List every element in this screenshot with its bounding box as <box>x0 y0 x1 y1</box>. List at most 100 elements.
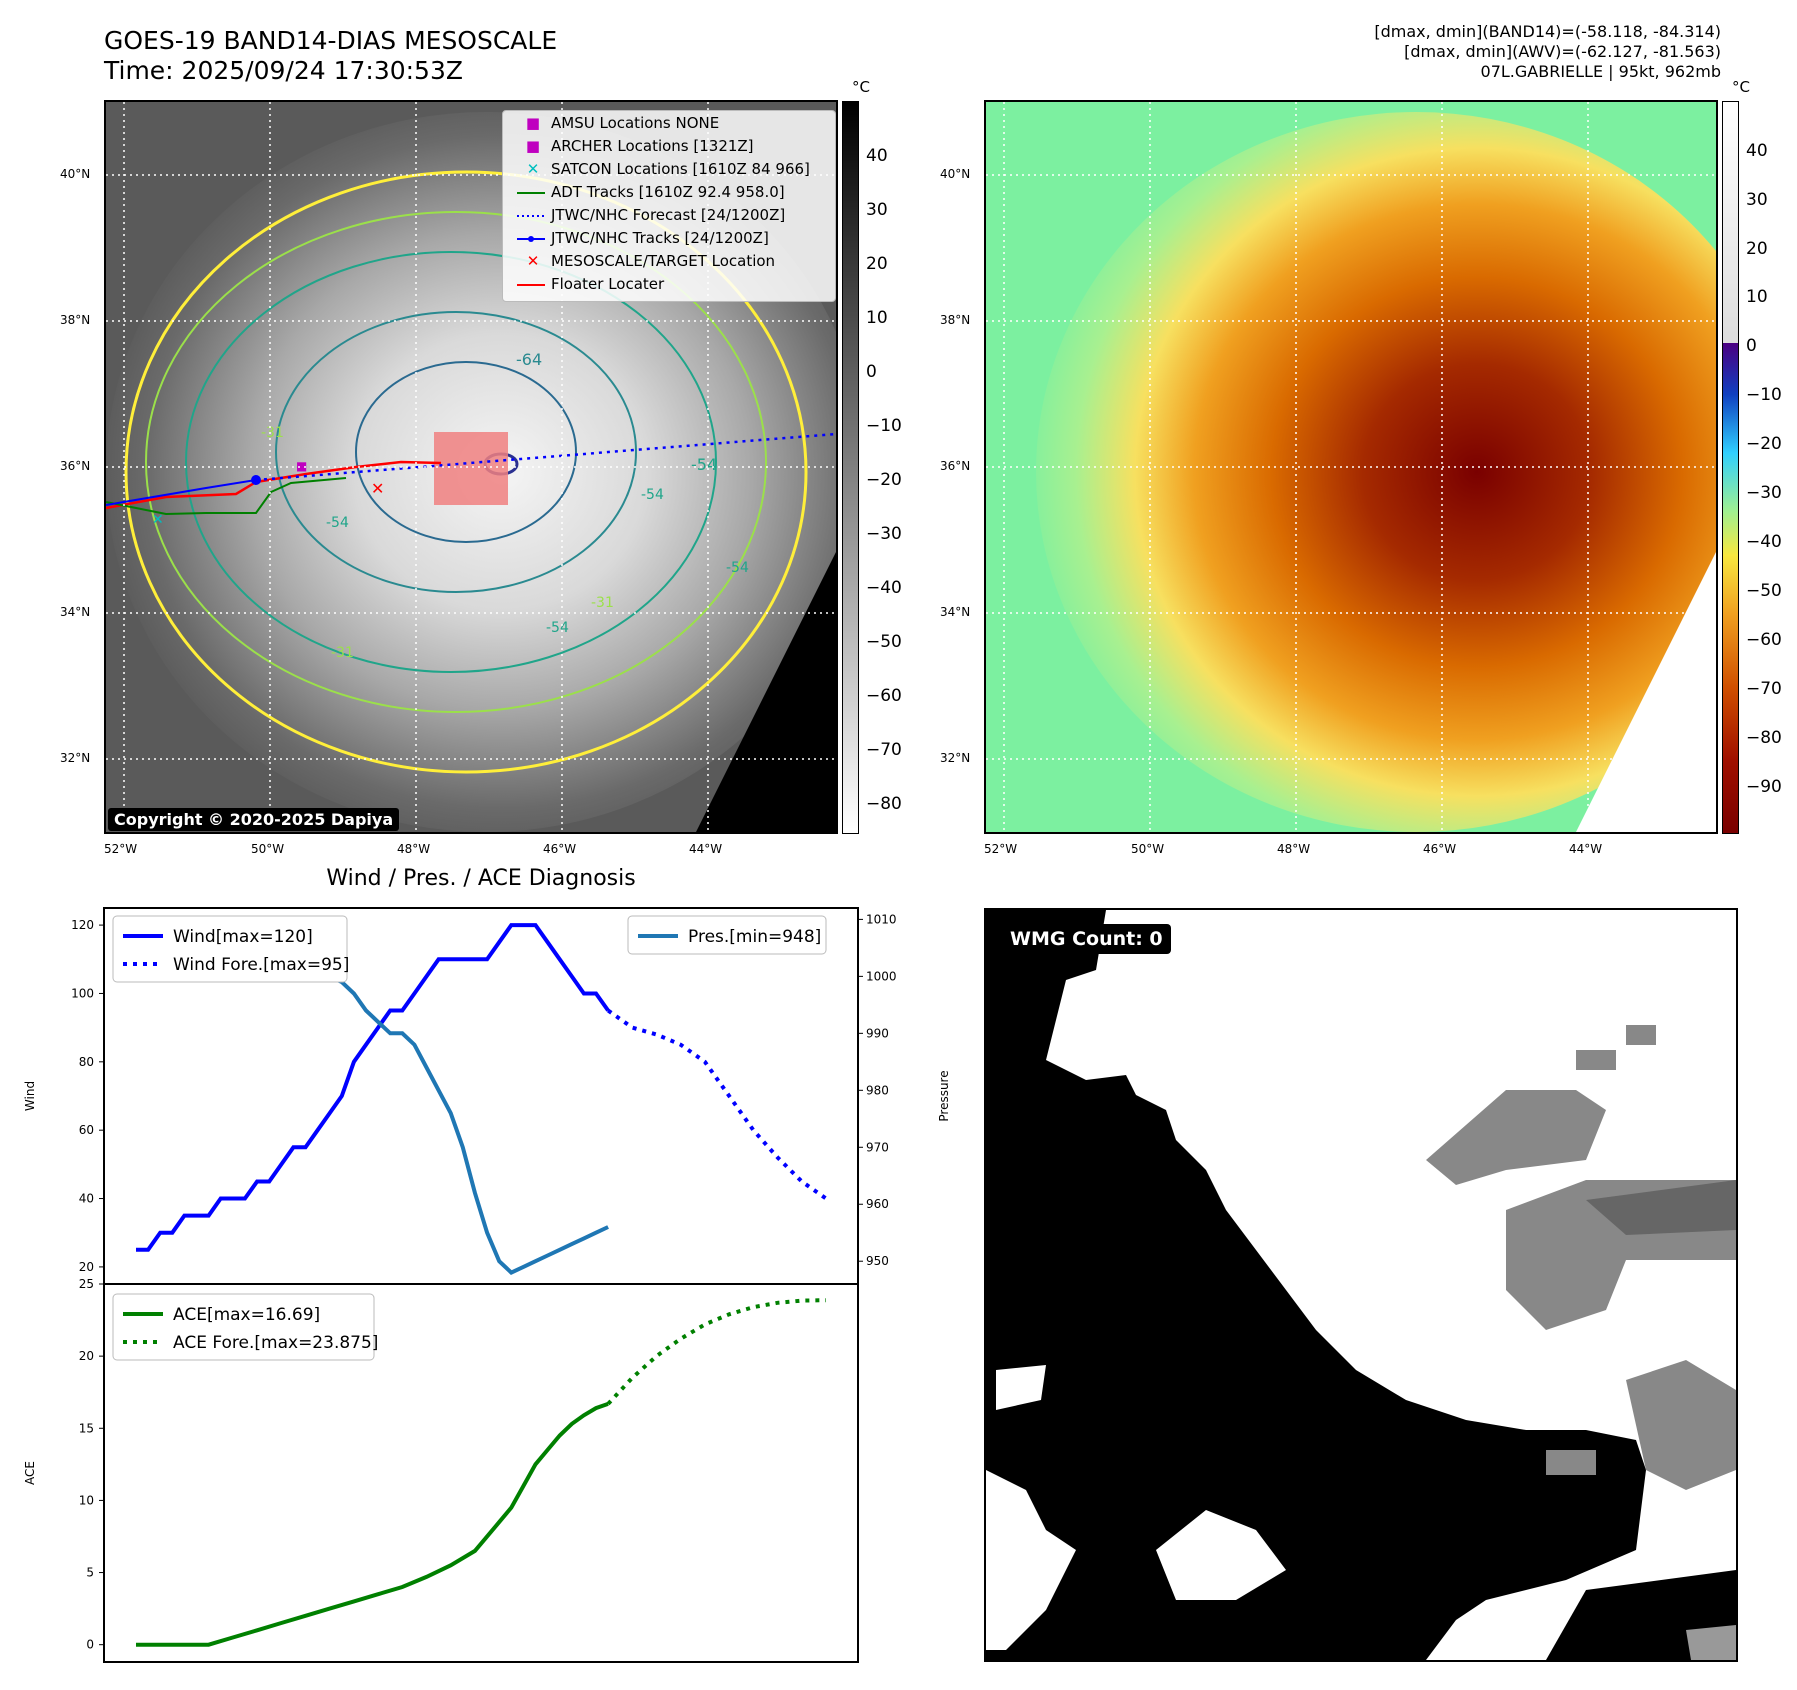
meta-band14: [dmax, dmin](BAND14)=(-58.118, -84.314) <box>1374 22 1721 41</box>
chart-legend <box>112 915 348 983</box>
lon-label: 50°W <box>1131 842 1165 856</box>
nhc-forecast-line <box>255 432 836 482</box>
contour-label: -31 <box>331 645 354 661</box>
legend-label: SATCON Locations [1610Z 84 966] <box>551 160 810 178</box>
y-tick-label: 20 <box>79 1349 94 1363</box>
legend-label: ACE Fore.[max=23.875] <box>173 1333 378 1353</box>
lat-label: 40°N <box>940 167 971 181</box>
mesoscale-target-box <box>434 432 508 505</box>
legend-label: AMSU Locations NONE <box>551 114 720 132</box>
series-line <box>136 923 610 1252</box>
meta-storm: 07L.GABRIELLE | 95kt, 962mb <box>1480 62 1721 81</box>
contour-label: -54 <box>641 487 664 503</box>
chart-time: Time: 2025/09/24 17:30:53Z <box>104 56 463 85</box>
y-axis-label: Pressure <box>937 1070 950 1121</box>
chart-title: GOES-19 BAND14-DIAS MESOSCALE <box>104 26 558 55</box>
y-tick-label: 25 <box>79 1277 94 1291</box>
legend-dotted-line-icon <box>515 207 551 225</box>
contour-label: -54 <box>726 560 749 576</box>
y-tick-label: 100 <box>71 986 94 1000</box>
legend-label: JTWC/NHC Forecast [24/1200Z] <box>551 206 786 224</box>
archer-marker: ■ <box>296 459 307 473</box>
y-tick-label: 40 <box>79 1192 94 1206</box>
y-tick-label: 10 <box>79 1493 94 1507</box>
colorbar-color <box>1722 101 1739 834</box>
lon-label: 44°W <box>689 842 723 856</box>
lon-label: 46°W <box>543 842 577 856</box>
colorbar-unit: °C <box>852 78 870 96</box>
map-legend: ■ AMSU Locations NONE ■ ARCHER Locations [… <box>502 110 836 302</box>
lat-label: 32°N <box>60 751 91 765</box>
colorbar-grayscale <box>842 101 859 834</box>
legend-x-icon: ✕ <box>526 252 540 270</box>
legend-label: ARCHER Locations [1321Z] <box>551 137 754 155</box>
adt-track <box>106 477 347 516</box>
y-tick-label: 1000 <box>866 969 897 983</box>
contour-label: -54 <box>326 515 349 531</box>
legend-line-icon <box>515 276 551 294</box>
contour-label: -64 <box>516 350 542 369</box>
legend-label: JTWC/NHC Tracks [24/1200Z] <box>551 229 769 247</box>
legend-square-icon: ■ <box>525 114 541 132</box>
contour-label: -31 <box>261 425 284 441</box>
y-tick-label: 970 <box>866 1140 889 1154</box>
y-tick-label: 990 <box>866 1026 889 1040</box>
legend-label: Wind Fore.[max=95] <box>173 955 349 975</box>
y-tick-label: 980 <box>866 1083 889 1097</box>
y-tick-label: 0 <box>86 1638 94 1652</box>
y-tick-label: 1010 <box>866 912 897 926</box>
lon-label: 48°W <box>1277 842 1311 856</box>
lat-label: 32°N <box>940 751 971 765</box>
legend-label: ACE[max=16.69] <box>173 1305 320 1325</box>
y-tick-label: 950 <box>866 1254 889 1268</box>
wmg-region-black <box>986 910 1646 1660</box>
wmg-count-badge: WMG Count: 0 <box>1002 924 1171 954</box>
legend-label: Floater Locater <box>551 275 665 293</box>
y-tick-label: 15 <box>79 1421 94 1435</box>
chart-legend <box>627 915 827 955</box>
nhc-track <box>106 479 257 506</box>
lat-label: 36°N <box>940 459 971 473</box>
mesoscale-target-marker: ✕ <box>371 479 384 498</box>
lon-label: 46°W <box>1423 842 1457 856</box>
ir-grayscale-map: ✕ ✕ ■ -64 -54 -54 -54 -54 -31 -31 -31 -5… <box>104 100 838 834</box>
contour-label: -54 <box>691 455 717 474</box>
series-line <box>136 1402 609 1647</box>
series-line <box>606 1008 828 1201</box>
y-tick-label: 80 <box>79 1055 94 1069</box>
lat-label: 36°N <box>60 459 91 473</box>
legend-label: Pres.[min=948] <box>688 927 821 947</box>
wmg-panel: WMG Count: 0 <box>984 908 1738 1662</box>
wind-chart-title: Wind / Pres. / ACE Diagnosis <box>326 866 636 891</box>
meta-awv: [dmax, dmin](AWV)=(-62.127, -81.563) <box>1404 42 1721 61</box>
legend-label: MESOSCALE/TARGET Location <box>551 252 776 270</box>
y-tick-label: 120 <box>71 918 94 932</box>
copyright-badge: Copyright © 2020-2025 Dapiya <box>108 808 400 831</box>
lon-label: 48°W <box>397 842 431 856</box>
contour-label: -31 <box>591 595 614 611</box>
y-axis-label: Wind <box>23 1081 37 1111</box>
plot-frame <box>103 1283 859 1663</box>
lat-label: 38°N <box>60 313 91 327</box>
legend-line-icon <box>515 184 551 202</box>
legend-label: ADT Tracks [1610Z 92.4 958.0] <box>551 183 785 201</box>
lat-label: 38°N <box>940 313 971 327</box>
colorbar-unit: °C <box>1732 78 1750 96</box>
lon-label: 52°W <box>104 842 138 856</box>
y-tick-label: 20 <box>79 1260 94 1274</box>
lon-label: 44°W <box>1569 842 1603 856</box>
lon-label: 50°W <box>251 842 285 856</box>
legend-square-icon: ■ <box>525 137 541 155</box>
legend-label: Wind[max=120] <box>173 927 313 947</box>
wind-pres-ace-chart: 20406080100120Wind9509609709809901000101… <box>23 907 950 1663</box>
ir-color-map <box>984 100 1718 834</box>
legend-line-dot-icon <box>515 230 551 248</box>
chart-legend <box>112 1293 375 1361</box>
y-axis-label: ACE <box>23 1461 37 1485</box>
lat-label: 40°N <box>60 167 91 181</box>
y-tick-label: 960 <box>866 1197 889 1211</box>
series-line <box>606 1298 827 1406</box>
lat-label: 34°N <box>60 605 91 619</box>
lon-label: 52°W <box>984 842 1018 856</box>
contour-label: -54 <box>546 620 569 636</box>
